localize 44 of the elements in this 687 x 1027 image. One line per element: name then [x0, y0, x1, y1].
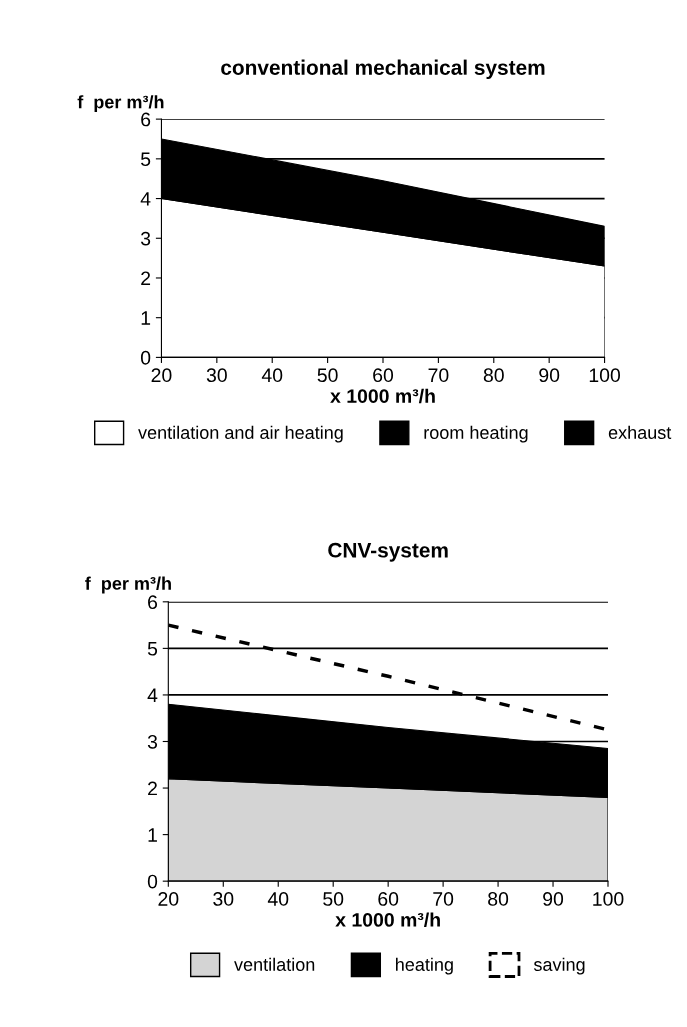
x-axis-title: x 1000 m³/h [335, 912, 440, 927]
x-tick-label: 40 [267, 892, 289, 906]
x-tick-label: 80 [488, 892, 509, 906]
chart-title: CNV-system [328, 542, 448, 562]
x-tick-label: 50 [317, 368, 338, 383]
x-tick-label: 20 [158, 892, 179, 906]
x-tick-label: 70 [428, 368, 449, 383]
y-tick-label: 4 [147, 688, 158, 702]
x-tick-label: 100 [593, 892, 624, 906]
x-tick-label: 60 [378, 892, 399, 906]
y-tick-label: 1 [148, 828, 157, 842]
x-tick-label: 100 [589, 368, 621, 383]
y-tick-label: 2 [141, 271, 151, 286]
x-tick-label: 20 [151, 368, 172, 383]
legend-label: ventilation [234, 957, 315, 971]
legend-label: heating [396, 957, 453, 975]
y-tick-label: 3 [147, 734, 158, 749]
y-tick-label: 6 [141, 112, 151, 127]
y-axis-title: f per m³/h [77, 95, 164, 112]
legend-label: ventilation and air heating [138, 425, 343, 443]
y-tick-label: 2 [148, 781, 157, 796]
legend-label: saving [533, 957, 585, 975]
chart-title: conventional mechanical system [221, 59, 545, 80]
y-tick-label: 5 [140, 152, 151, 167]
x-tick-label: 30 [206, 368, 227, 383]
x-axis-title: x 1000 m³/h [330, 388, 435, 404]
x-tick-label: 50 [323, 892, 344, 906]
legend-label: exhaust [608, 425, 672, 439]
x-tick-label: 60 [373, 368, 394, 383]
x-tick-label: 70 [433, 892, 454, 906]
x-tick-label: 40 [261, 368, 283, 383]
legend-label: room heating [424, 425, 528, 443]
y-tick-label: 0 [147, 874, 158, 889]
y-tick-label: 3 [140, 231, 151, 246]
y-tick-label: 0 [140, 350, 151, 365]
y-tick-label: 4 [140, 192, 151, 206]
x-tick-label: 80 [483, 368, 504, 383]
y-tick-label: 6 [148, 595, 158, 610]
x-tick-label: 30 [213, 892, 234, 906]
x-tick-label: 90 [539, 368, 560, 383]
x-tick-label: 90 [543, 892, 564, 906]
y-tick-label: 5 [147, 642, 158, 656]
y-tick-label: 1 [141, 311, 151, 325]
y-axis-title: f per m³/h [85, 576, 171, 594]
